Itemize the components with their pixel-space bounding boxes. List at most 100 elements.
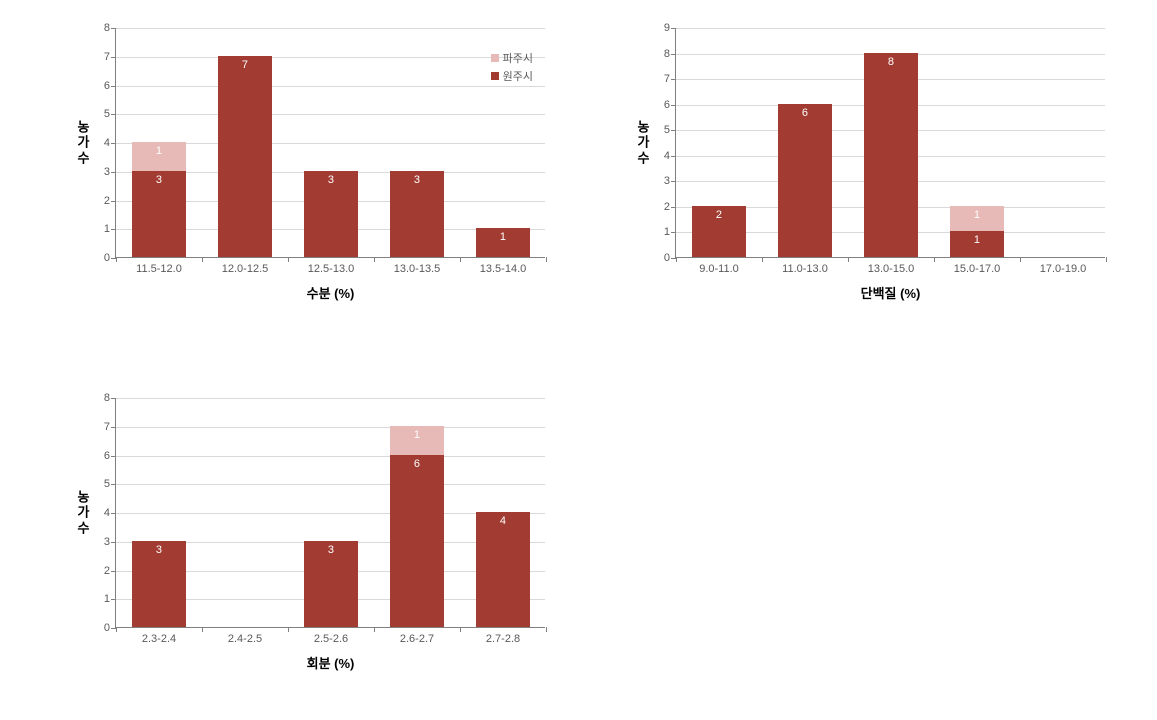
x-tick — [460, 627, 461, 632]
x-tick-label: 11.5-12.0 — [136, 257, 182, 275]
y-tick-label: 1 — [104, 223, 116, 235]
plot-area: 012345678농가수2.3-2.432.4-2.52.5-2.632.6-2… — [115, 398, 545, 628]
x-axis-title: 단백질 (%) — [861, 257, 921, 302]
grid-line — [116, 114, 545, 115]
x-tick — [202, 257, 203, 262]
grid-line — [116, 427, 545, 428]
bar-segment-paju: 1 — [132, 142, 185, 171]
bar-group: 7 — [218, 56, 271, 257]
bar-value-label: 3 — [304, 544, 357, 556]
x-tick-label: 13.0-13.5 — [394, 257, 440, 275]
grid-line — [116, 28, 545, 29]
chart-ash: 012345678농가수2.3-2.432.4-2.52.5-2.632.6-2… — [50, 388, 555, 688]
bar-segment-wonju: 3 — [304, 171, 357, 257]
chart-protein: 0123456789농가수9.0-11.0211.0-13.0613.0-15.… — [610, 18, 1115, 318]
x-tick — [934, 257, 935, 262]
bar-group: 2 — [692, 206, 745, 257]
grid-line — [116, 86, 545, 87]
bar-value-label: 4 — [476, 515, 529, 527]
bar-group: 3 — [304, 171, 357, 257]
y-tick-label: 0 — [104, 622, 116, 634]
bar-segment-wonju: 1 — [476, 228, 529, 257]
bar-value-label: 6 — [390, 458, 443, 470]
bar-segment-wonju: 7 — [218, 56, 271, 257]
bar-group: 4 — [476, 512, 529, 627]
bar-group: 3 — [390, 171, 443, 257]
y-tick-label: 2 — [104, 195, 116, 207]
bar-value-label: 3 — [132, 174, 185, 186]
y-tick-label: 1 — [664, 226, 676, 238]
bar-value-label: 3 — [132, 544, 185, 556]
grid-line — [116, 57, 545, 58]
x-tick-label: 11.0-13.0 — [782, 257, 828, 275]
x-tick — [460, 257, 461, 262]
bar-segment-wonju: 6 — [778, 104, 831, 257]
y-tick-label: 6 — [104, 80, 116, 92]
legend-label: 파주시 — [503, 50, 533, 66]
x-tick-label: 13.5-14.0 — [480, 257, 526, 275]
x-axis-title: 수분 (%) — [307, 257, 355, 302]
x-tick-label: 12.0-12.5 — [222, 257, 268, 275]
x-tick — [546, 627, 547, 632]
x-tick-label: 17.0-19.0 — [1040, 257, 1086, 275]
bar-segment-wonju: 3 — [132, 171, 185, 257]
x-tick-label: 2.3-2.4 — [142, 627, 176, 645]
bar-value-label: 3 — [304, 174, 357, 186]
bar-segment-wonju: 3 — [390, 171, 443, 257]
x-tick — [202, 627, 203, 632]
y-tick-label: 0 — [664, 252, 676, 264]
x-tick — [288, 257, 289, 262]
y-axis-title: 농가수 — [637, 119, 676, 166]
x-tick-label: 9.0-11.0 — [699, 257, 739, 275]
bar-group: 61 — [390, 426, 443, 627]
bar-value-label: 1 — [950, 209, 1003, 221]
y-tick-label: 9 — [664, 22, 676, 34]
x-tick — [848, 257, 849, 262]
bar-segment-wonju: 3 — [304, 541, 357, 627]
bar-group: 1 — [476, 228, 529, 257]
y-tick-label: 3 — [104, 536, 116, 548]
y-tick-label: 2 — [104, 565, 116, 577]
bar-group: 11 — [950, 206, 1003, 257]
bar-segment-paju: 1 — [950, 206, 1003, 232]
x-tick — [762, 257, 763, 262]
bar-group: 3 — [132, 541, 185, 627]
x-tick — [1106, 257, 1107, 262]
y-tick-label: 7 — [104, 51, 116, 63]
legend-swatch — [491, 72, 499, 80]
bar-segment-wonju: 2 — [692, 206, 745, 257]
x-tick-label: 2.7-2.8 — [486, 627, 520, 645]
bar-segment-paju: 1 — [390, 426, 443, 455]
bar-segment-wonju: 4 — [476, 512, 529, 627]
legend-swatch — [491, 54, 499, 62]
legend: 파주시원주시 — [491, 50, 533, 86]
bar-value-label: 7 — [218, 59, 271, 71]
bar-value-label: 1 — [950, 234, 1003, 246]
x-tick — [676, 257, 677, 262]
grid-line — [676, 28, 1105, 29]
y-tick-label: 8 — [664, 48, 676, 60]
plot-area: 012345678농가수11.5-12.03112.0-12.5712.5-13… — [115, 28, 545, 258]
plot-area: 0123456789농가수9.0-11.0211.0-13.0613.0-15.… — [675, 28, 1105, 258]
bar-value-label: 1 — [132, 145, 185, 157]
x-tick — [374, 257, 375, 262]
y-tick-label: 6 — [104, 450, 116, 462]
x-tick-label: 2.4-2.5 — [228, 627, 262, 645]
bar-value-label: 6 — [778, 107, 831, 119]
x-tick — [546, 257, 547, 262]
y-tick-label: 6 — [664, 99, 676, 111]
bar-group: 31 — [132, 142, 185, 257]
x-tick-label: 15.0-17.0 — [954, 257, 1000, 275]
bar-group: 3 — [304, 541, 357, 627]
chart-moisture: 012345678농가수11.5-12.03112.0-12.5712.5-13… — [50, 18, 555, 318]
legend-label: 원주시 — [503, 68, 533, 84]
x-tick — [374, 627, 375, 632]
y-tick-label: 7 — [104, 421, 116, 433]
bar-segment-wonju: 3 — [132, 541, 185, 627]
bar-value-label: 1 — [476, 231, 529, 243]
y-tick-label: 3 — [104, 166, 116, 178]
legend-item: 원주시 — [491, 68, 533, 84]
y-tick-label: 0 — [104, 252, 116, 264]
grid-line — [116, 456, 545, 457]
bar-segment-wonju: 6 — [390, 455, 443, 628]
